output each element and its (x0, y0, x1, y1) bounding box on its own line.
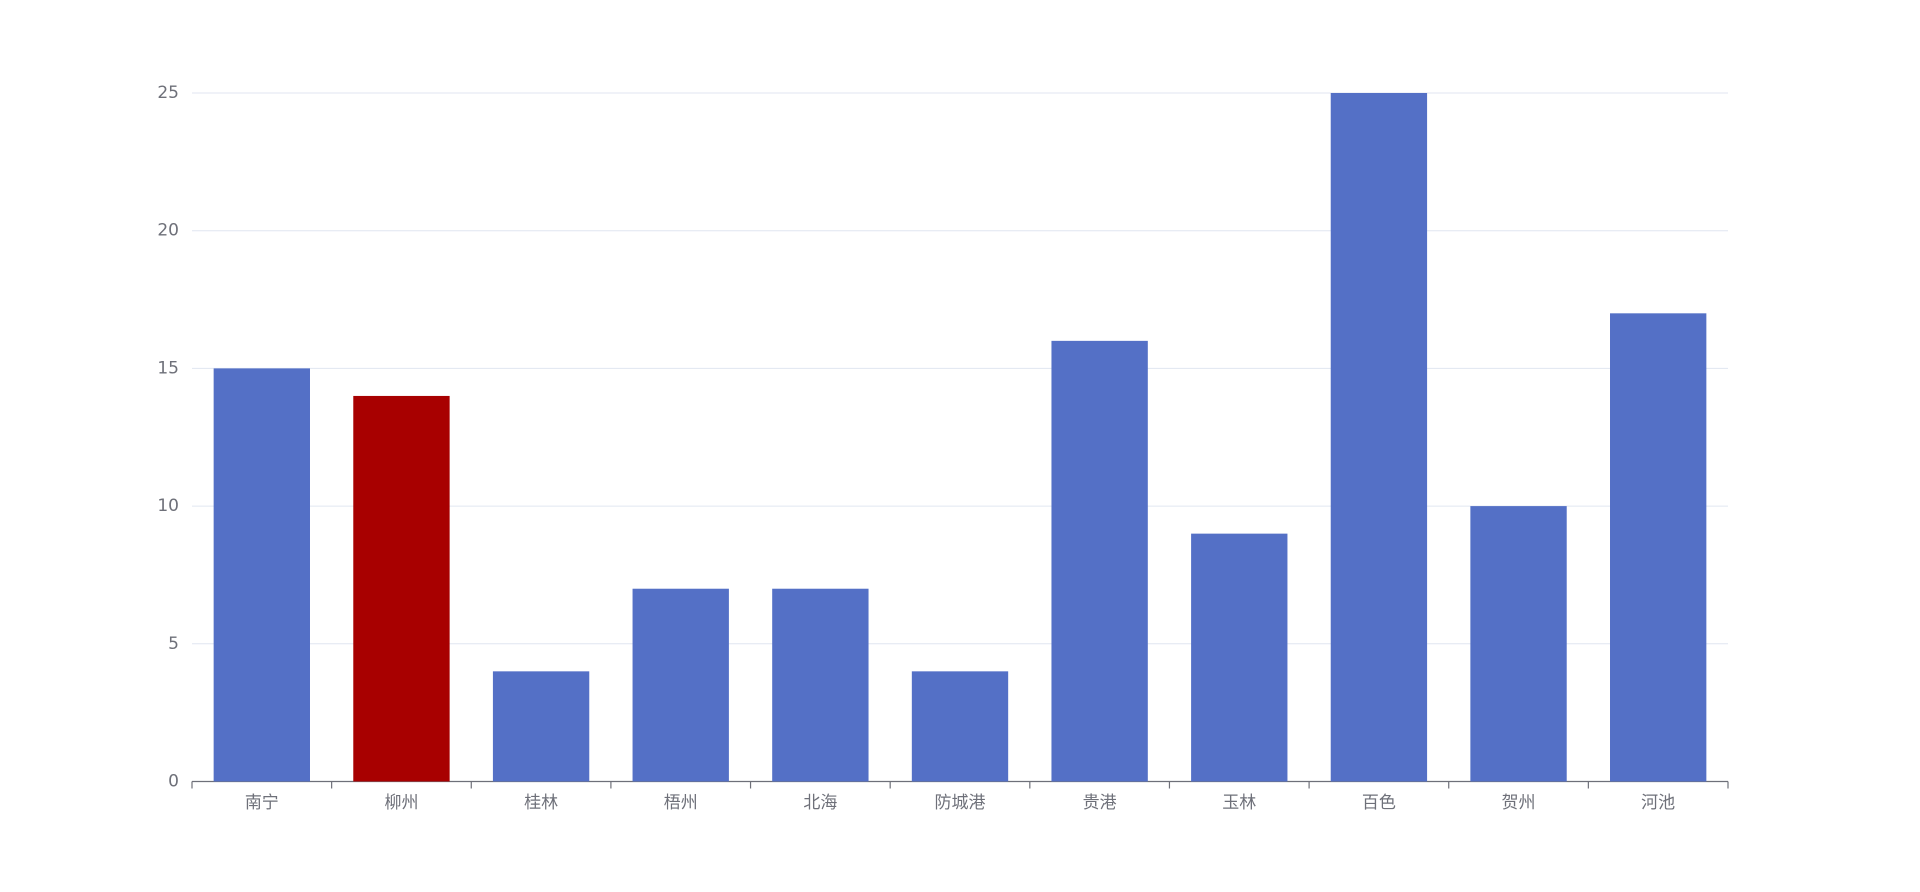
x-tick-label: 梧州 (664, 793, 698, 813)
bar (1610, 313, 1707, 782)
bar (1330, 93, 1428, 782)
y-tick-label: 0 (168, 772, 179, 792)
bar (911, 671, 1009, 782)
x-tick-label: 桂林 (524, 793, 558, 813)
bar (1191, 533, 1288, 782)
bar (772, 588, 869, 782)
x-tick-label: 北海 (803, 793, 837, 813)
y-tick-label: 5 (168, 634, 179, 654)
x-tick-label: 南宁 (245, 793, 279, 813)
x-tick-label: 百色 (1362, 793, 1396, 813)
bar (492, 671, 590, 782)
bar (213, 368, 310, 782)
x-tick-label: 玉林 (1222, 793, 1256, 813)
y-tick-label: 20 (157, 221, 179, 241)
x-tick-label: 贺州 (1502, 793, 1536, 813)
x-tick-label: 贵港 (1083, 793, 1117, 813)
x-tick-label: 河池 (1641, 793, 1675, 813)
bar (632, 588, 729, 782)
y-tick-label: 15 (157, 358, 179, 378)
y-tick-label: 10 (157, 496, 179, 516)
bar (1470, 506, 1567, 782)
bar (353, 395, 450, 782)
x-tick-label: 防城港 (935, 793, 986, 813)
bar (1051, 340, 1148, 782)
y-tick-label: 25 (157, 83, 179, 103)
x-tick-label: 柳州 (384, 793, 418, 813)
